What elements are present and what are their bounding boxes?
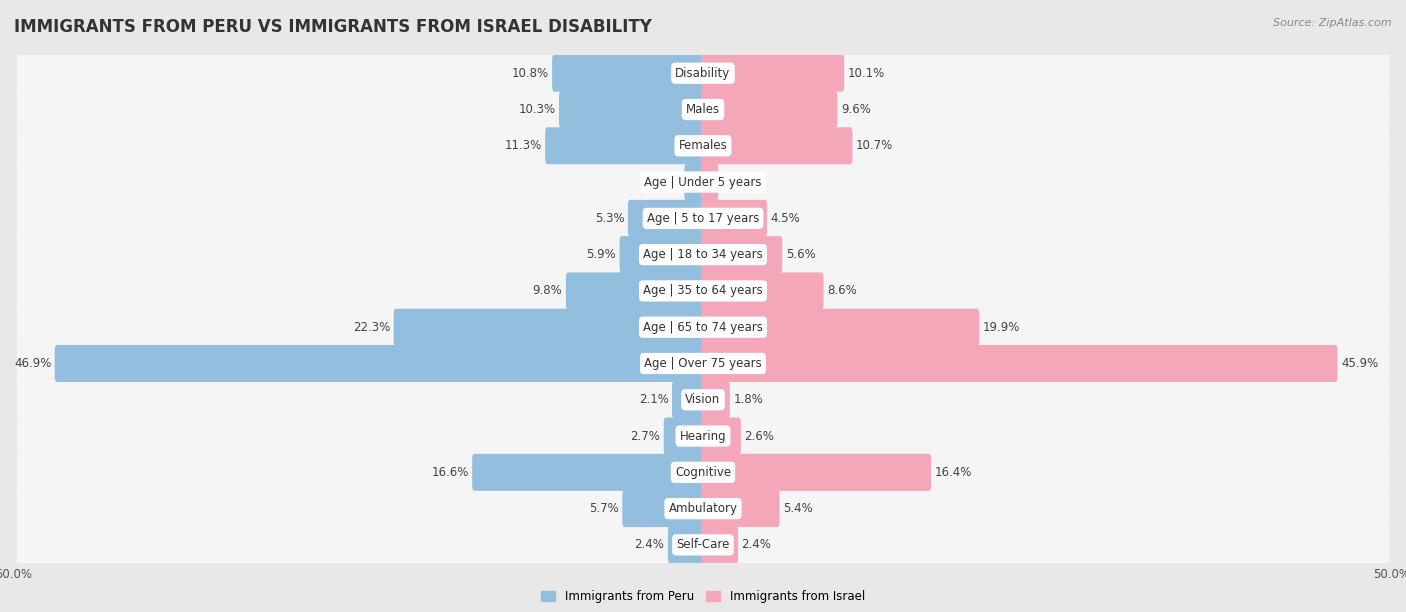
- Text: 1.2%: 1.2%: [651, 176, 681, 188]
- Text: 2.1%: 2.1%: [638, 394, 669, 406]
- Text: Ambulatory: Ambulatory: [668, 502, 738, 515]
- Text: Source: ZipAtlas.com: Source: ZipAtlas.com: [1274, 18, 1392, 28]
- FancyBboxPatch shape: [17, 195, 1389, 242]
- FancyBboxPatch shape: [672, 381, 704, 418]
- Text: Age | 18 to 34 years: Age | 18 to 34 years: [643, 248, 763, 261]
- FancyBboxPatch shape: [668, 526, 704, 564]
- FancyBboxPatch shape: [628, 200, 704, 237]
- FancyBboxPatch shape: [702, 381, 730, 418]
- FancyBboxPatch shape: [702, 236, 782, 273]
- Text: 16.4%: 16.4%: [935, 466, 972, 479]
- Text: 10.8%: 10.8%: [512, 67, 548, 80]
- Text: IMMIGRANTS FROM PERU VS IMMIGRANTS FROM ISRAEL DISABILITY: IMMIGRANTS FROM PERU VS IMMIGRANTS FROM …: [14, 18, 652, 36]
- FancyBboxPatch shape: [17, 449, 1389, 496]
- FancyBboxPatch shape: [17, 267, 1389, 315]
- FancyBboxPatch shape: [17, 50, 1389, 97]
- FancyBboxPatch shape: [702, 526, 738, 564]
- FancyBboxPatch shape: [702, 308, 979, 346]
- Text: 16.6%: 16.6%: [432, 466, 468, 479]
- FancyBboxPatch shape: [17, 376, 1389, 424]
- Text: 5.3%: 5.3%: [595, 212, 624, 225]
- Text: 2.4%: 2.4%: [741, 539, 772, 551]
- Text: Age | Over 75 years: Age | Over 75 years: [644, 357, 762, 370]
- Text: 0.96%: 0.96%: [721, 176, 759, 188]
- Text: 5.6%: 5.6%: [786, 248, 815, 261]
- Text: Age | 65 to 74 years: Age | 65 to 74 years: [643, 321, 763, 334]
- Text: 11.3%: 11.3%: [505, 140, 541, 152]
- Text: 10.1%: 10.1%: [848, 67, 884, 80]
- FancyBboxPatch shape: [702, 345, 1337, 382]
- Text: 22.3%: 22.3%: [353, 321, 391, 334]
- FancyBboxPatch shape: [17, 521, 1389, 569]
- FancyBboxPatch shape: [702, 54, 844, 92]
- Text: 5.7%: 5.7%: [589, 502, 619, 515]
- FancyBboxPatch shape: [17, 412, 1389, 460]
- Text: Hearing: Hearing: [679, 430, 727, 442]
- Text: 4.5%: 4.5%: [770, 212, 800, 225]
- FancyBboxPatch shape: [565, 272, 704, 310]
- Text: Self-Care: Self-Care: [676, 539, 730, 551]
- Text: 1.8%: 1.8%: [734, 394, 763, 406]
- FancyBboxPatch shape: [17, 158, 1389, 206]
- FancyBboxPatch shape: [560, 91, 704, 128]
- FancyBboxPatch shape: [553, 54, 704, 92]
- FancyBboxPatch shape: [620, 236, 704, 273]
- FancyBboxPatch shape: [17, 340, 1389, 387]
- FancyBboxPatch shape: [17, 122, 1389, 170]
- Text: Cognitive: Cognitive: [675, 466, 731, 479]
- Text: 46.9%: 46.9%: [14, 357, 51, 370]
- FancyBboxPatch shape: [17, 485, 1389, 532]
- FancyBboxPatch shape: [623, 490, 704, 527]
- FancyBboxPatch shape: [702, 163, 718, 201]
- Text: Age | 35 to 64 years: Age | 35 to 64 years: [643, 285, 763, 297]
- Text: 45.9%: 45.9%: [1341, 357, 1378, 370]
- Text: Females: Females: [679, 140, 727, 152]
- Text: 9.8%: 9.8%: [533, 285, 562, 297]
- FancyBboxPatch shape: [685, 163, 704, 201]
- Text: Disability: Disability: [675, 67, 731, 80]
- Text: 9.6%: 9.6%: [841, 103, 870, 116]
- FancyBboxPatch shape: [702, 454, 931, 491]
- FancyBboxPatch shape: [702, 127, 852, 164]
- FancyBboxPatch shape: [472, 454, 704, 491]
- Text: 10.3%: 10.3%: [519, 103, 555, 116]
- FancyBboxPatch shape: [17, 231, 1389, 278]
- Text: 2.6%: 2.6%: [744, 430, 775, 442]
- FancyBboxPatch shape: [17, 86, 1389, 133]
- FancyBboxPatch shape: [702, 91, 838, 128]
- Text: 8.6%: 8.6%: [827, 285, 856, 297]
- Text: 2.4%: 2.4%: [634, 539, 665, 551]
- Text: Age | 5 to 17 years: Age | 5 to 17 years: [647, 212, 759, 225]
- Text: 5.4%: 5.4%: [783, 502, 813, 515]
- FancyBboxPatch shape: [546, 127, 704, 164]
- Text: 5.9%: 5.9%: [586, 248, 616, 261]
- Text: 19.9%: 19.9%: [983, 321, 1021, 334]
- FancyBboxPatch shape: [17, 304, 1389, 351]
- Text: 2.7%: 2.7%: [630, 430, 661, 442]
- FancyBboxPatch shape: [55, 345, 704, 382]
- Legend: Immigrants from Peru, Immigrants from Israel: Immigrants from Peru, Immigrants from Is…: [537, 586, 869, 608]
- Text: Vision: Vision: [685, 394, 721, 406]
- FancyBboxPatch shape: [664, 417, 704, 455]
- FancyBboxPatch shape: [702, 490, 779, 527]
- FancyBboxPatch shape: [702, 417, 741, 455]
- FancyBboxPatch shape: [394, 308, 704, 346]
- FancyBboxPatch shape: [702, 200, 768, 237]
- Text: Males: Males: [686, 103, 720, 116]
- FancyBboxPatch shape: [702, 272, 824, 310]
- Text: 10.7%: 10.7%: [856, 140, 893, 152]
- Text: Age | Under 5 years: Age | Under 5 years: [644, 176, 762, 188]
